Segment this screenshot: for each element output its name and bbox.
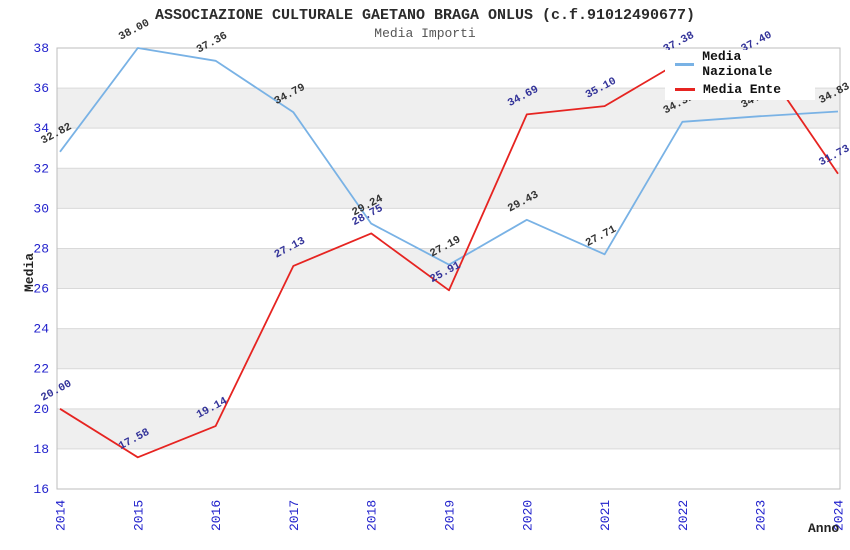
x-tick-label: 2023 (754, 500, 769, 531)
chart-title: ASSOCIAZIONE CULTURALE GAETANO BRAGA ONL… (155, 7, 695, 24)
x-tick-label: 2016 (209, 500, 224, 531)
legend-swatch-media-nazionale (675, 62, 695, 66)
x-tick-label: 2018 (365, 500, 380, 531)
y-tick-label: 38 (33, 41, 49, 56)
x-tick-label: 2015 (131, 500, 146, 531)
y-tick-label: 32 (33, 161, 49, 176)
plot-frame (56, 47, 841, 490)
y-tick-label: 36 (33, 81, 49, 96)
x-tick-label: 2020 (520, 500, 535, 531)
y-tick-label: 16 (33, 482, 49, 497)
chart-subtitle: Media Importi (374, 26, 476, 41)
x-tick-label: 2024 (832, 500, 847, 531)
y-axis-title: Media (22, 253, 37, 292)
legend-item-media-ente: Media Ente (665, 82, 815, 97)
data-label: 37.36 (195, 30, 230, 56)
y-tick-label: 18 (33, 442, 49, 457)
y-tick-label: 26 (33, 282, 49, 297)
y-tick-label: 34 (33, 121, 49, 136)
legend-item-media-nazionale: Media Nazionale (665, 49, 815, 79)
data-label: 27.71 (584, 224, 619, 250)
grid-band (57, 408, 840, 449)
x-tick-label: 2019 (443, 500, 458, 531)
y-tick-label: 22 (33, 362, 49, 377)
y-tick-label: 20 (33, 402, 49, 417)
x-tick-label: 2014 (54, 500, 69, 531)
grid-band (57, 328, 840, 369)
x-tick-label: 2021 (598, 500, 613, 531)
y-tick-label: 28 (33, 241, 49, 256)
x-axis-title: Anno (808, 521, 839, 536)
data-label: 38.00 (117, 17, 152, 43)
grid-band (57, 248, 840, 289)
legend: Media Nazionale Media Ente (665, 49, 815, 100)
legend-label-media-ente: Media Ente (703, 82, 782, 97)
y-tick-label: 30 (33, 201, 49, 216)
legend-label-media-nazionale: Media Nazionale (702, 49, 773, 79)
x-tick-label: 2022 (676, 500, 691, 531)
y-tick-label: 24 (33, 322, 49, 337)
x-tick-label: 2017 (287, 500, 302, 531)
grid-band (57, 168, 840, 209)
series-line-media-nazionale (59, 47, 839, 266)
data-label: 31.73 (817, 143, 850, 169)
legend-swatch-media-ente (675, 88, 695, 91)
